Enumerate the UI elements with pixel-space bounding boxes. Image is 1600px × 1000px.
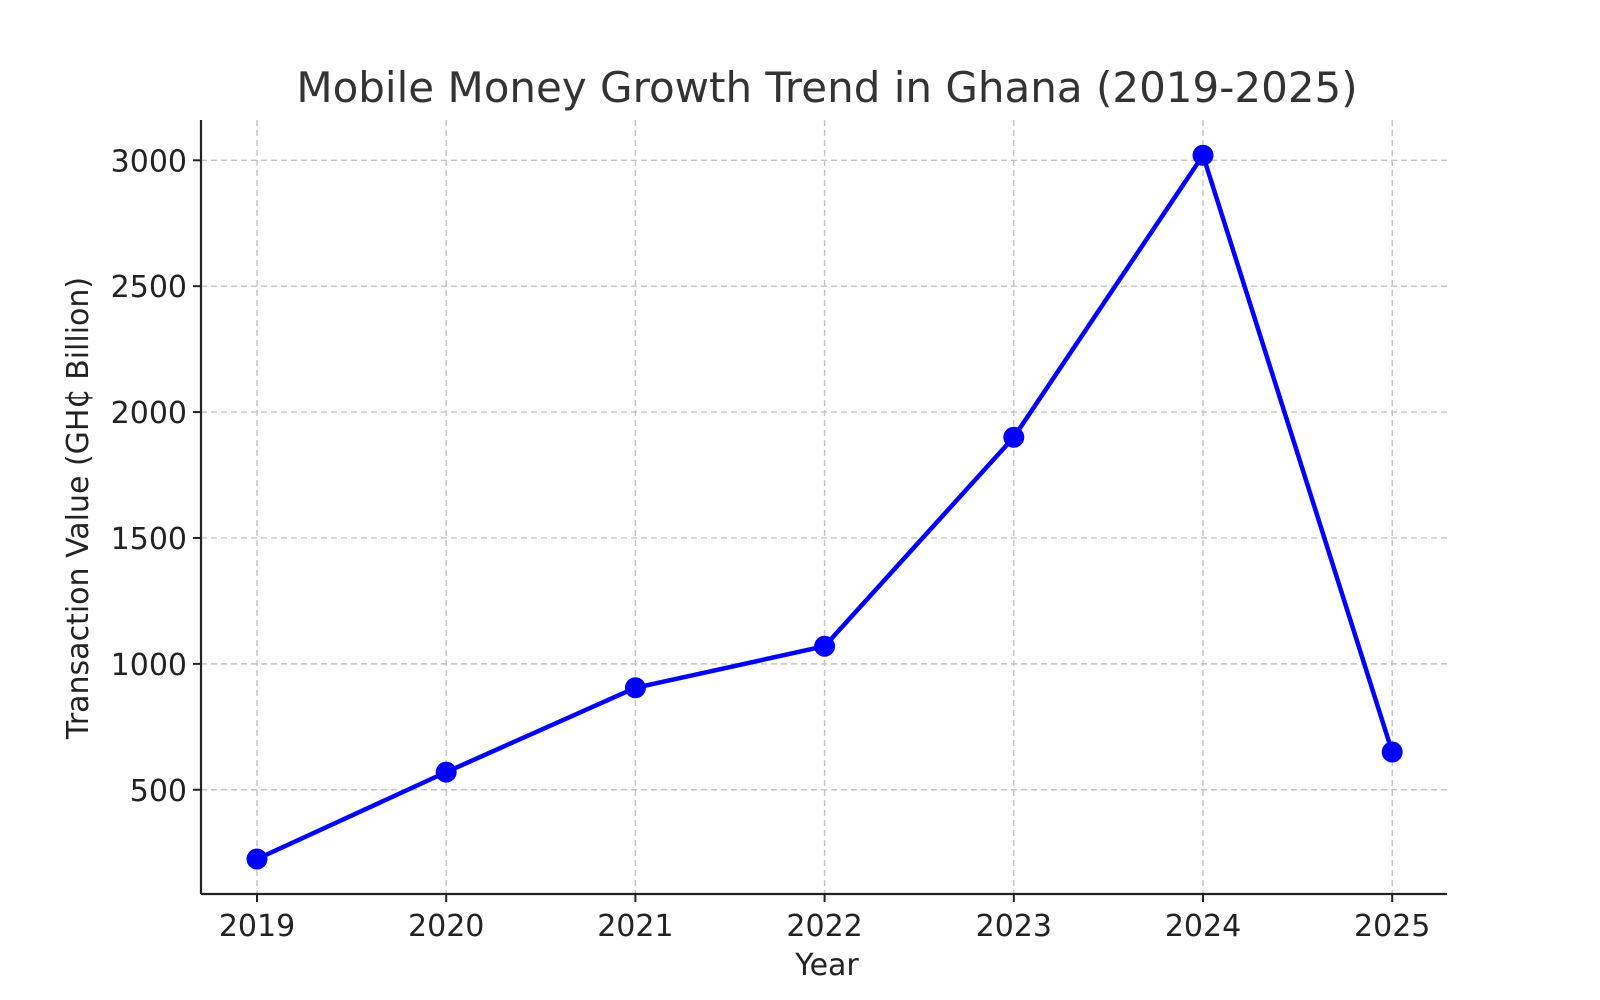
series — [246, 144, 1403, 870]
axes — [199, 120, 1447, 896]
chart-title: Mobile Money Growth Trend in Ghana (2019… — [296, 63, 1357, 112]
y-tick-label-1500: 1500 — [111, 522, 187, 557]
x-tick-label-2025: 2025 — [1354, 909, 1430, 944]
data-point-2024 — [1192, 144, 1214, 166]
y-tick-label-2500: 2500 — [111, 270, 187, 305]
y-tick-label-500: 500 — [130, 774, 187, 809]
data-point-2021 — [624, 677, 646, 699]
x-tick-label-2020: 2020 — [408, 909, 484, 944]
y-axis-label: Transaction Value (GH₵ Billion) — [61, 277, 96, 740]
x-tick-label-2024: 2024 — [1165, 909, 1241, 944]
y-tick-label-1000: 1000 — [111, 648, 187, 683]
x-tick-label-2023: 2023 — [976, 909, 1052, 944]
ticks: 500 1000 1500 2000 2500 3000 2019 2020 2021 2022 2… — [111, 144, 1431, 944]
data-point-2020 — [435, 761, 457, 783]
y-tick-label-3000: 3000 — [111, 144, 187, 179]
data-point-2023 — [1003, 426, 1025, 448]
data-point-2025 — [1381, 741, 1403, 763]
data-point-2022 — [814, 635, 836, 657]
x-tick-label-2022: 2022 — [786, 909, 862, 944]
x-axis-label: Year — [794, 948, 859, 983]
y-tick-label-2000: 2000 — [111, 396, 187, 431]
data-point-2019 — [246, 848, 268, 870]
grid — [201, 120, 1447, 894]
x-tick-label-2021: 2021 — [597, 909, 673, 944]
x-tick-label-2019: 2019 — [219, 909, 295, 944]
